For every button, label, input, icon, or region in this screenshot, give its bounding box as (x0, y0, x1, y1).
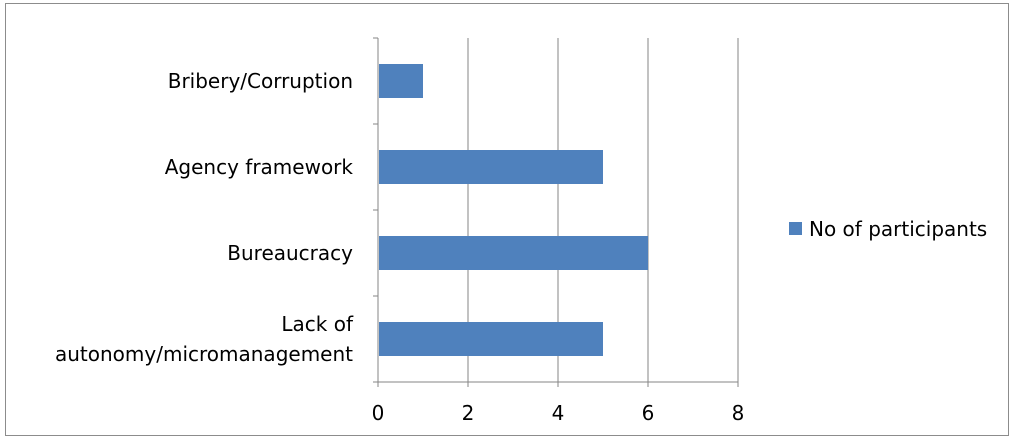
category-label: Agency framework (165, 155, 354, 179)
bars (379, 64, 648, 356)
x-tick-label: 6 (642, 401, 655, 425)
bar-1 (379, 150, 603, 184)
chart-frame (5, 3, 1009, 436)
bar-2 (379, 236, 648, 270)
axes (373, 37, 739, 387)
legend-swatch (789, 222, 802, 235)
legend-label: No of participants (809, 217, 987, 241)
legend: No of participants (789, 217, 987, 241)
category-label: autonomy/micromanagement (55, 342, 353, 366)
x-tick-label: 4 (552, 401, 565, 425)
bar-0 (379, 64, 423, 98)
category-label: Bureaucracy (227, 241, 353, 265)
x-tick-label: 0 (372, 401, 385, 425)
x-tick-label: 2 (462, 401, 475, 425)
category-label: Bribery/Corruption (168, 69, 353, 93)
x-tick-label: 8 (732, 401, 745, 425)
labels: 0 2 4 6 8 Bribery/Corruption Agency framework B… (55, 69, 744, 425)
category-label: Lack of (281, 312, 354, 336)
bar-3 (379, 322, 603, 356)
